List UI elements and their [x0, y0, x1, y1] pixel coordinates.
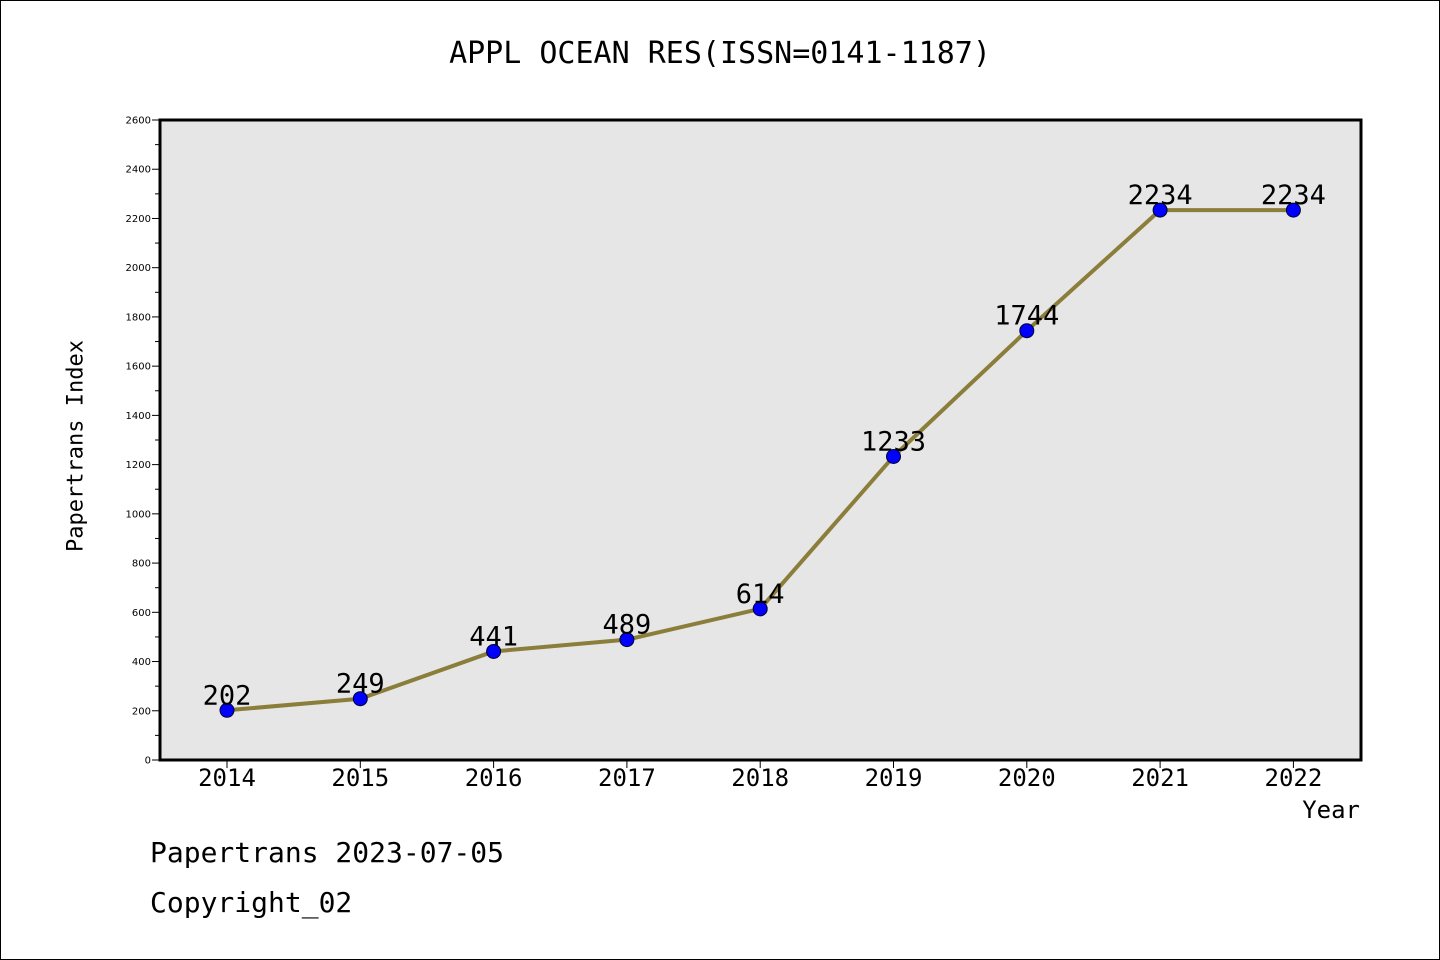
data-point [219, 702, 235, 718]
data-point [1285, 202, 1301, 218]
x-tick-label: 2016 [465, 764, 523, 792]
plot-area [160, 120, 1361, 760]
x-tick-label: 2019 [865, 764, 923, 792]
y-tick-label: 1800 [126, 312, 151, 323]
footer-date: Papertrans 2023-07-05 [150, 836, 505, 869]
data-point [486, 643, 502, 659]
data-point [352, 691, 368, 707]
y-tick-label: 0 [145, 756, 151, 767]
data-point [1019, 323, 1035, 339]
y-tick-label: 2600 [126, 116, 151, 127]
y-tick-label: 1600 [126, 362, 151, 373]
x-tick-label: 2020 [998, 764, 1056, 792]
data-label: 2234 [1261, 180, 1326, 211]
footer-copyright: Copyright_02 [150, 886, 353, 919]
y-tick-label: 2200 [126, 214, 151, 225]
y-tick-label: 200 [132, 706, 151, 717]
x-tick-label: 2017 [598, 764, 656, 792]
x-tick-label: 2014 [198, 764, 256, 792]
x-tick-label: 2022 [1265, 764, 1323, 792]
y-tick-label: 2400 [126, 165, 151, 176]
y-tick-label: 600 [132, 608, 151, 619]
y-tick-label: 1400 [126, 411, 151, 422]
y-tick-label: 1000 [126, 509, 151, 520]
data-point [619, 632, 635, 648]
x-tick-label: 2015 [331, 764, 389, 792]
data-label: 249 [336, 669, 385, 700]
y-tick-label: 2000 [126, 263, 151, 274]
y-tick-label: 800 [132, 559, 151, 570]
y-tick-label: 1200 [126, 460, 151, 471]
y-tick-label: 400 [132, 657, 151, 668]
data-label: 489 [603, 610, 652, 641]
x-axis-label: Year [1302, 796, 1360, 824]
data-label: 441 [469, 621, 518, 652]
chart-title: APPL OCEAN RES(ISSN=0141-1187) [449, 36, 991, 71]
plot-border [158, 118, 1363, 762]
data-label: 2234 [1128, 180, 1193, 211]
data-label: 1233 [861, 426, 926, 457]
data-label: 202 [203, 680, 252, 711]
x-tick-label: 2021 [1131, 764, 1189, 792]
data-point [752, 601, 768, 617]
data-label: 1744 [994, 301, 1059, 332]
data-label: 614 [736, 579, 785, 610]
data-point [1152, 202, 1168, 218]
data-point [886, 448, 901, 464]
x-tick-label: 2018 [731, 764, 789, 792]
